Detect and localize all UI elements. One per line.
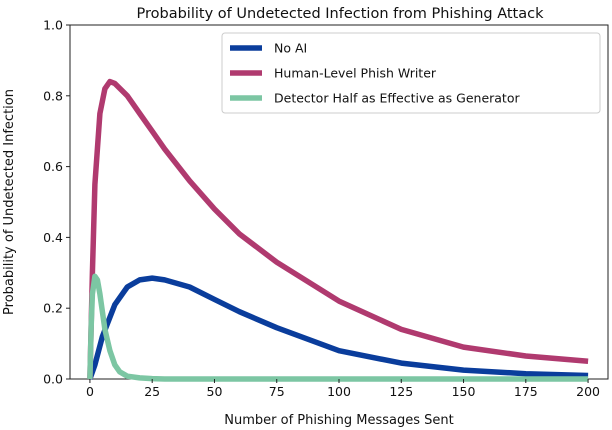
legend: No AI Human-Level Phish Writer Detector Ha… — [221, 32, 601, 114]
legend-items: No AI Human-Level Phish Writer Detector Ha… — [230, 41, 520, 106]
y-tick-label: 0.2 — [43, 301, 63, 316]
x-tick-label: 25 — [144, 384, 160, 399]
x-tick-label: 150 — [452, 384, 476, 399]
x-tick-label: 100 — [327, 384, 351, 399]
legend-label: Human-Level Phish Writer — [274, 66, 437, 81]
x-tick-label: 175 — [514, 384, 538, 399]
legend-label: No AI — [274, 41, 307, 56]
y-axis-label: Probability of Undetected Infection — [2, 89, 17, 315]
y-tick-label: 0.8 — [43, 88, 63, 103]
plot-area: 0 25 50 75 100 125 150 175 200 0.0 0.2 0.4 0.6 0.8 1.… — [43, 18, 609, 399]
x-tick-label: 0 — [86, 384, 94, 399]
legend-box — [221, 32, 601, 114]
y-tick-label: 0.6 — [43, 159, 63, 174]
x-tick-label: 125 — [389, 384, 413, 399]
x-tick-label: 50 — [207, 384, 223, 399]
y-tick-label: 0.0 — [43, 372, 63, 387]
y-tick-label: 0.4 — [43, 230, 63, 245]
x-axis: 0 25 50 75 100 125 150 175 200 — [86, 379, 600, 399]
series-line-1 — [87, 275, 589, 380]
series-line-3 — [87, 273, 589, 382]
y-tick-label: 1.0 — [43, 18, 63, 33]
series-line-2 — [87, 78, 589, 380]
y-axis: 0.0 0.2 0.4 0.6 0.8 1.0 — [43, 18, 70, 387]
x-axis-label: Number of Phishing Messages Sent — [224, 413, 453, 428]
x-tick-label: 75 — [269, 384, 285, 399]
series-layer — [87, 78, 589, 382]
chart-title: Probability of Undetected Infection from… — [137, 6, 545, 22]
x-tick-label: 200 — [576, 384, 600, 399]
legend-label: Detector Half as Effective as Generator — [274, 91, 520, 106]
